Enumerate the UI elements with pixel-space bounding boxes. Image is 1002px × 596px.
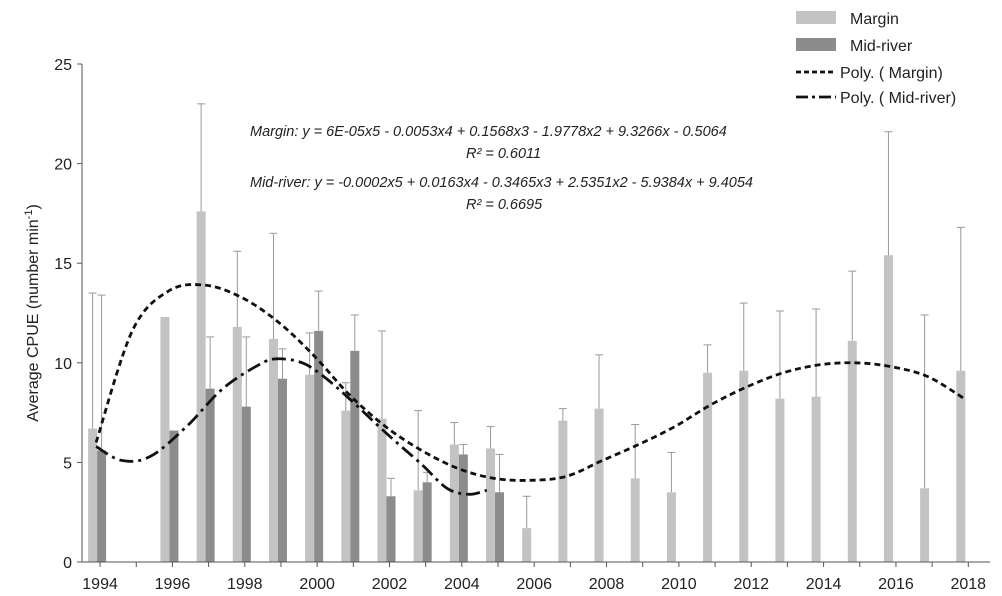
bar-margin bbox=[522, 528, 532, 562]
bar-mid-river bbox=[169, 430, 179, 562]
x-tick-label: 2014 bbox=[806, 576, 842, 593]
bar-mid-river bbox=[314, 330, 324, 562]
x-tick-label: 2008 bbox=[589, 576, 625, 593]
y-tick-label: 20 bbox=[54, 157, 72, 174]
legend-swatch-mid-river bbox=[796, 38, 836, 51]
bar-margin bbox=[377, 418, 387, 562]
mid-river-equation: Mid-river: y = -0.0002x5 + 0.0163x4 - 0.… bbox=[250, 175, 753, 191]
x-tick-label: 2002 bbox=[372, 576, 408, 593]
bar-margin bbox=[341, 410, 351, 562]
bar-margin bbox=[232, 326, 242, 562]
bar-margin bbox=[883, 255, 893, 562]
bar-margin bbox=[594, 408, 604, 562]
bar-margin bbox=[160, 316, 170, 562]
x-tick-label: 2018 bbox=[950, 576, 986, 593]
y-tick-label: 15 bbox=[54, 256, 72, 273]
legend-label-mid-river: Mid-river bbox=[850, 38, 913, 55]
y-tick-label: 25 bbox=[54, 57, 72, 74]
legend-label-margin: Margin bbox=[850, 11, 899, 28]
bar-mid-river bbox=[97, 450, 107, 562]
bar-margin bbox=[630, 478, 640, 562]
y-tick-label: 10 bbox=[54, 356, 72, 373]
trendline-margin bbox=[94, 283, 966, 482]
bar-margin bbox=[449, 444, 459, 562]
bar-margin bbox=[775, 398, 785, 562]
bar-margin bbox=[305, 374, 315, 562]
x-tick-label: 2004 bbox=[444, 576, 480, 593]
mid-river-r2: R² = 0.6695 bbox=[466, 197, 543, 213]
bar-mid-river bbox=[458, 454, 468, 562]
x-tick-label: 1998 bbox=[227, 576, 263, 593]
bar-mid-river bbox=[422, 482, 432, 562]
y-tick-label: 5 bbox=[63, 455, 72, 472]
trendline-mid-river bbox=[95, 357, 488, 496]
x-tick-label: 2010 bbox=[661, 576, 697, 593]
bar-mid-river bbox=[350, 350, 360, 562]
bar-margin bbox=[956, 370, 966, 562]
error-bars-layer bbox=[88, 103, 965, 529]
bar-margin bbox=[811, 396, 821, 562]
x-tick-label: 2016 bbox=[878, 576, 914, 593]
bar-mid-river bbox=[205, 388, 215, 562]
x-tick-label: 2006 bbox=[516, 576, 552, 593]
bar-margin bbox=[268, 338, 278, 562]
bar-margin bbox=[703, 372, 713, 562]
bar-margin bbox=[486, 448, 496, 562]
bar-mid-river bbox=[277, 378, 287, 562]
legend-label-poly-mid-river: Poly. ( Mid-river) bbox=[840, 90, 956, 107]
bar-margin bbox=[739, 370, 749, 562]
legend: Margin Mid-river Poly. ( Margin) Poly. (… bbox=[796, 11, 956, 107]
bar-margin bbox=[666, 492, 676, 562]
bar-mid-river bbox=[495, 492, 505, 562]
bar-margin bbox=[558, 420, 568, 562]
bar-mid-river bbox=[386, 496, 396, 562]
legend-label-poly-margin: Poly. ( Margin) bbox=[840, 65, 943, 82]
bars-layer bbox=[88, 211, 966, 562]
y-tick-label: 0 bbox=[63, 555, 72, 572]
x-tick-label: 1994 bbox=[82, 576, 118, 593]
x-tick-label: 2000 bbox=[299, 576, 335, 593]
bar-margin bbox=[196, 211, 206, 562]
x-tick-label: 1996 bbox=[155, 576, 191, 593]
margin-r2: R² = 0.6011 bbox=[466, 146, 541, 162]
legend-swatch-margin bbox=[796, 11, 836, 24]
trendlines-layer bbox=[94, 283, 966, 496]
bar-mid-river bbox=[241, 406, 251, 562]
margin-equation: Margin: y = 6E-05x5 - 0.0053x4 + 0.1568x… bbox=[250, 124, 727, 140]
bar-margin bbox=[413, 490, 423, 562]
y-ticks: 0 5 10 15 20 25 bbox=[54, 57, 82, 572]
bar-margin bbox=[847, 340, 857, 562]
bar-margin bbox=[88, 428, 98, 562]
x-tick-label: 2012 bbox=[733, 576, 769, 593]
x-ticks: 1994 1996 1998 2000 2002 2004 2006 2008 2010 2012… bbox=[82, 562, 986, 593]
y-axis-title: Average CPUE (number min-1) bbox=[23, 204, 42, 422]
bar-margin bbox=[920, 488, 930, 562]
